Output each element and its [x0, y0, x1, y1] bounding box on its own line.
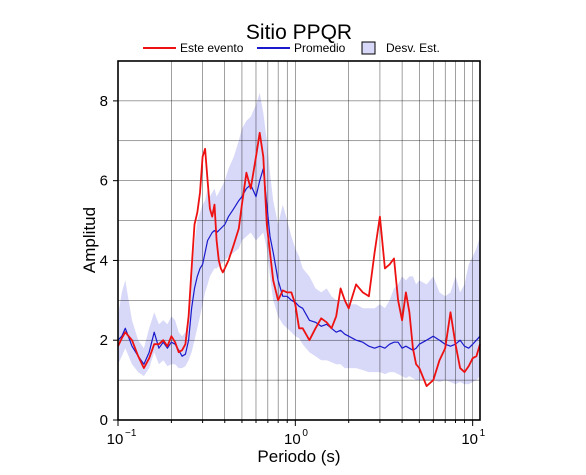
- y-tick-label: 2: [100, 332, 108, 349]
- chart-title: Sitio PPQR: [246, 21, 352, 44]
- x-tick-label: 10: [284, 431, 301, 448]
- x-axis-title: Periodo (s): [257, 447, 340, 466]
- legend: Este evento Promedio Desv. Est.: [143, 41, 440, 55]
- x-tick-exponent: 1: [480, 428, 486, 439]
- plot-frame: [117, 60, 481, 421]
- x-tick-exponent: 0: [302, 428, 308, 439]
- series-layer: [117, 131, 481, 388]
- legend-swatch-desv-est: [361, 41, 376, 55]
- x-tick-label: 10: [107, 431, 124, 448]
- y-tick-label: 4: [100, 252, 108, 269]
- y-axis-title: Amplitud: [80, 207, 99, 273]
- frame-layer: [113, 60, 481, 426]
- y-tick-label: 8: [100, 93, 108, 110]
- series-line-promedio: [117, 168, 481, 365]
- legend-label-promedio: Promedio: [294, 41, 346, 55]
- x-tick-label: 10: [461, 431, 478, 448]
- std-band-area: [118, 92, 480, 385]
- std-band-layer: [118, 92, 480, 385]
- y-tick-label: 6: [100, 173, 108, 190]
- series-line-este-evento: [117, 131, 481, 388]
- y-tick-label: 0: [100, 412, 108, 429]
- legend-label-desv-est: Desv. Est.: [386, 41, 440, 55]
- x-tick-exponent: −1: [125, 428, 137, 439]
- legend-label-este-evento: Este evento: [180, 41, 244, 55]
